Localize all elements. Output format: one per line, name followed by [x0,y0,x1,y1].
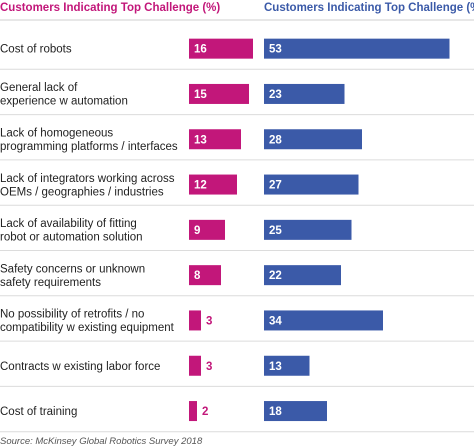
right-bar [264,83,345,104]
category-label: Lack of integrators working across OEMs /… [0,173,175,199]
right-bar-value: 28 [269,134,282,146]
left-bar [189,38,253,59]
right-bar [264,219,352,240]
right-bar-value: 18 [269,406,282,418]
left-bar-value: 3 [206,361,212,373]
left-bar [189,355,201,376]
left-bar [189,401,197,422]
left-bar-value: 2 [202,406,208,418]
left-bar [189,174,237,195]
right-bar [264,174,359,195]
right-bar-value: 34 [269,315,282,327]
category-label: Lack of availability of fitting robot or … [0,218,143,244]
right-bar-value: 53 [269,44,282,56]
left-bar [189,129,241,150]
left-bar-value: 16 [194,44,207,56]
right-bar-value: 25 [269,225,282,237]
right-bar [264,129,362,150]
right-bar [264,265,341,286]
right-bar [264,38,450,59]
left-bar-value: 13 [194,134,207,146]
left-bar-value: 9 [194,225,200,237]
category-label: No possibility of retrofits / no compatib… [0,309,175,335]
category-label: General lack of experience w automation [0,82,128,108]
left-bar-value: 3 [206,315,212,327]
category-label: Contracts w existing labor force [0,361,160,373]
right-bar [264,310,383,331]
right-bar-value: 23 [269,89,282,101]
left-bar-value: 12 [194,180,207,192]
right-bar-value: 22 [269,270,282,282]
left-bar [189,310,201,331]
right-bar-value: 27 [269,180,282,192]
category-label: Safety concerns or unknown safety require… [0,263,145,289]
left-series-header: Customers Indicating Top Challenge (%) [0,2,220,14]
right-series-header: Customers Indicating Top Challenge (%) [264,2,474,14]
source-note: Source: McKinsey Global Robotics Survey … [0,436,203,447]
right-bar [264,355,310,376]
right-bar [264,401,327,422]
left-bar [189,219,225,240]
left-bar [189,265,221,286]
category-label: Cost of training [0,406,77,418]
left-bar [189,83,249,104]
left-bar-value: 8 [194,270,201,282]
category-label: Cost of robots [0,44,72,56]
chart-rows: Cost of robots 16 53 General lack of experie… [0,19,474,433]
category-label: Lack of homogeneous programming platforms… [0,128,178,154]
left-bar-value: 15 [194,89,207,101]
right-bar-value: 13 [269,361,282,373]
